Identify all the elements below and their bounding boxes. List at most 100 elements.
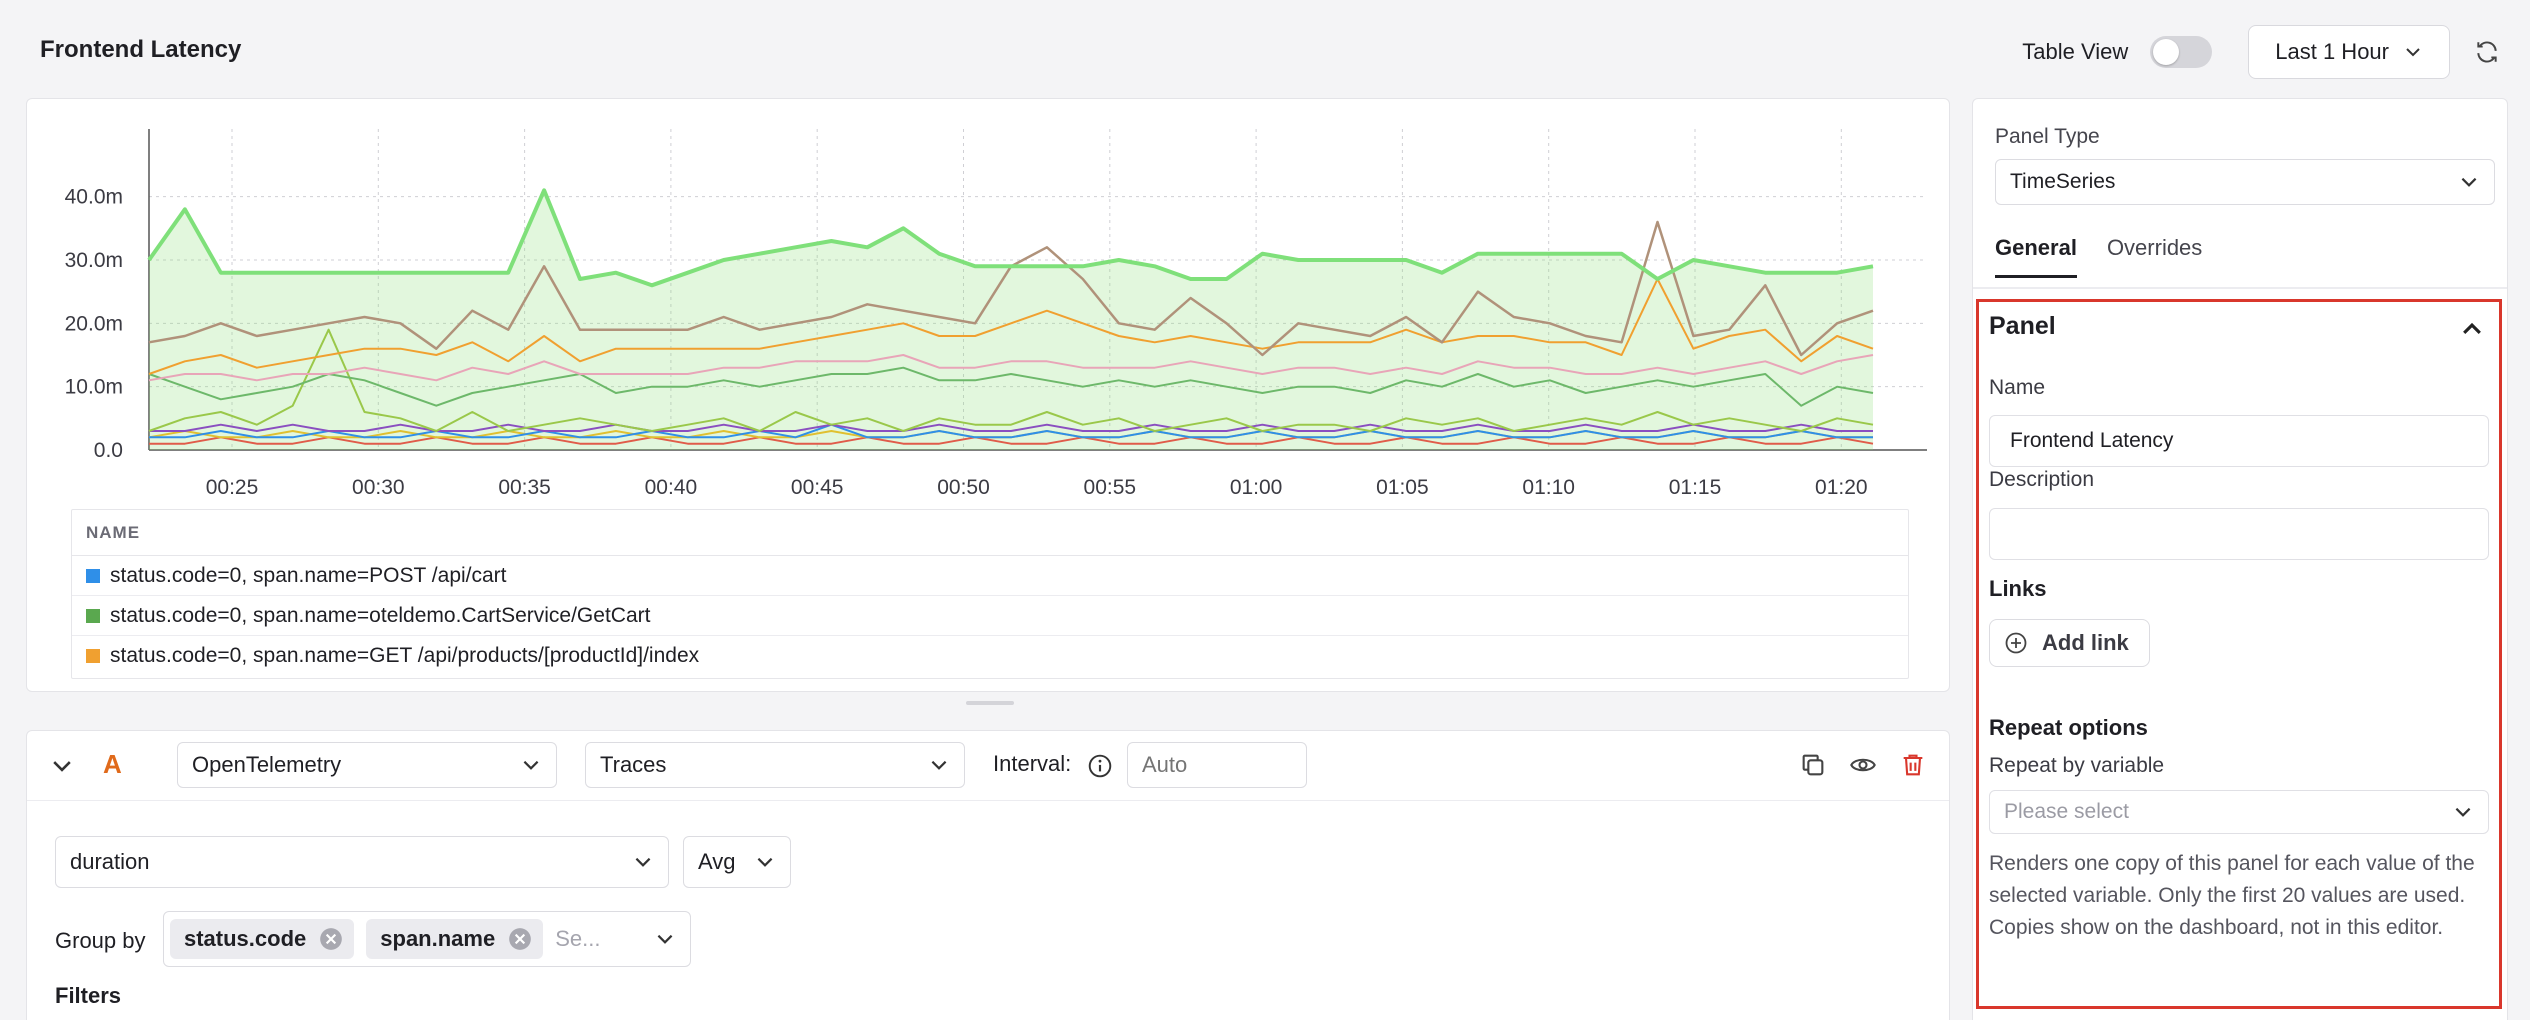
x-tick-label: 00:50 bbox=[937, 476, 990, 499]
field-select[interactable]: duration bbox=[55, 836, 669, 888]
repeat-options-title: Repeat options bbox=[1989, 715, 2148, 740]
copy-icon[interactable] bbox=[1799, 751, 1827, 779]
field-value: duration bbox=[70, 849, 150, 874]
x-tick-label: 01:15 bbox=[1669, 476, 1722, 499]
panel-section: Panel Name Frontend Latency Description … bbox=[1976, 299, 2502, 1009]
legend-label: status.code=0, span.name=POST /api/cart bbox=[110, 563, 507, 587]
legend-swatch bbox=[86, 568, 100, 583]
query-editor: A OpenTelemetry Traces Interval: duratio… bbox=[26, 730, 1950, 1020]
legend-swatch bbox=[86, 649, 100, 663]
tabs-divider bbox=[1973, 287, 2507, 289]
filters-label: Filters bbox=[55, 983, 122, 1008]
group-by-label: Group by bbox=[55, 928, 146, 953]
close-icon[interactable] bbox=[507, 926, 533, 952]
add-link-label: Add link bbox=[2042, 630, 2129, 655]
panel-type-value: TimeSeries bbox=[2010, 170, 2116, 193]
y-tick-label: 20.0m bbox=[65, 312, 123, 335]
query-header-row: A OpenTelemetry Traces Interval: bbox=[27, 731, 1949, 801]
resize-handle[interactable] bbox=[966, 701, 1014, 705]
y-tick-label: 40.0m bbox=[65, 186, 123, 209]
series-line bbox=[148, 366, 1874, 407]
x-tick-label: 01:05 bbox=[1376, 476, 1429, 499]
chevron-up-icon[interactable] bbox=[2459, 316, 2485, 342]
section-title: Panel bbox=[1989, 312, 2056, 340]
chevron-down-icon bbox=[657, 934, 673, 944]
add-link-button[interactable]: Add link bbox=[1989, 619, 2150, 667]
chart-legend: NAME status.code=0, span.name=POST /api/… bbox=[71, 509, 1909, 679]
y-tick-label: 10.0m bbox=[65, 376, 123, 399]
name-input[interactable]: Frontend Latency bbox=[1989, 415, 2489, 467]
query-letter: A bbox=[103, 749, 122, 779]
chevron-down-icon bbox=[2455, 807, 2471, 817]
repeat-variable-select[interactable]: Please select bbox=[1989, 790, 2489, 834]
plus-circle-icon bbox=[2005, 632, 2027, 654]
legend-label: status.code=0, span.name=GET /api/produc… bbox=[110, 644, 700, 667]
description-input[interactable] bbox=[1989, 508, 2489, 560]
series-line bbox=[147, 188, 1874, 288]
legend-header: NAME bbox=[72, 510, 1908, 556]
time-range-picker[interactable]: Last 1 Hour bbox=[2248, 25, 2450, 79]
trash-icon[interactable] bbox=[1899, 751, 1927, 779]
x-tick-label: 00:55 bbox=[1084, 476, 1137, 499]
tab-general[interactable]: General bbox=[1995, 235, 2077, 278]
chevron-down-icon bbox=[523, 760, 539, 770]
x-tick-label: 00:45 bbox=[791, 476, 844, 499]
legend-label: status.code=0, span.name=oteldemo.CartSe… bbox=[110, 603, 651, 627]
close-icon[interactable] bbox=[318, 926, 344, 952]
info-icon[interactable] bbox=[1087, 753, 1113, 779]
x-tick-label: 00:40 bbox=[645, 476, 698, 499]
chevron-down-icon[interactable] bbox=[49, 753, 75, 779]
group-by-select[interactable]: status.code span.name Se... bbox=[163, 911, 691, 967]
x-tick-label: 01:10 bbox=[1522, 476, 1575, 499]
x-tick-label: 01:00 bbox=[1230, 476, 1283, 499]
chart-panel: 00:25 00:30 00:35 00:40 00:45 00:50 00:55 01:00… bbox=[26, 98, 1950, 692]
toggle-knob bbox=[2153, 39, 2180, 65]
chevron-down-icon bbox=[2406, 48, 2420, 57]
panel-type-label: Panel Type bbox=[1995, 125, 2100, 148]
series-area bbox=[149, 190, 1873, 451]
eye-icon[interactable] bbox=[1849, 751, 1877, 779]
x-tick-label: 00:25 bbox=[206, 476, 259, 499]
x-tick-label: 01:20 bbox=[1815, 476, 1868, 499]
table-view-toggle[interactable] bbox=[2150, 36, 2213, 68]
datasource-select[interactable]: OpenTelemetry bbox=[177, 742, 557, 788]
legend-item[interactable]: status.code=0, span.name=oteldemo.CartSe… bbox=[72, 596, 1908, 636]
page-title: Frontend Latency bbox=[40, 36, 242, 63]
group-by-placeholder: Se... bbox=[555, 926, 601, 951]
y-tick-label: 30.0m bbox=[65, 249, 123, 272]
refresh-icon[interactable] bbox=[2474, 39, 2500, 65]
series-line bbox=[148, 328, 1874, 432]
tag-label: span.name bbox=[380, 926, 496, 951]
group-by-tag: status.code bbox=[170, 919, 355, 959]
signal-value: Traces bbox=[600, 752, 667, 777]
repeat-help-text: Renders one copy of this panel for each … bbox=[1989, 852, 2475, 939]
repeat-placeholder: Please select bbox=[2004, 800, 2129, 823]
interval-input[interactable] bbox=[1127, 742, 1307, 788]
latency-chart: 00:25 00:30 00:35 00:40 00:45 00:50 00:55 01:00… bbox=[65, 129, 1927, 499]
description-label: Description bbox=[1989, 468, 2095, 491]
x-tick-label: 00:30 bbox=[352, 476, 405, 499]
x-tick-label: 00:35 bbox=[498, 476, 551, 499]
chevron-down-icon bbox=[931, 760, 947, 770]
query-actions bbox=[1799, 751, 1927, 779]
tab-overrides[interactable]: Overrides bbox=[2106, 235, 2203, 260]
signal-select[interactable]: Traces bbox=[585, 742, 965, 788]
datasource-value: OpenTelemetry bbox=[192, 752, 342, 777]
legend-item[interactable]: status.code=0, span.name=GET /api/produc… bbox=[72, 636, 1908, 676]
chevron-down-icon bbox=[2461, 177, 2477, 187]
y-tick-label: 0.0 bbox=[94, 439, 123, 462]
group-by-tag: span.name bbox=[366, 919, 544, 959]
chevron-down-icon bbox=[757, 857, 773, 867]
panel-settings-sidebar: Panel Type TimeSeries General Overrides … bbox=[1972, 98, 2508, 1020]
aggregation-select[interactable]: Avg bbox=[683, 836, 791, 888]
aggregation-value: Avg bbox=[698, 849, 736, 874]
settings-tabs: General Overrides bbox=[1995, 235, 2202, 278]
interval-label: Interval: bbox=[993, 751, 1072, 776]
panel-type-select[interactable]: TimeSeries bbox=[1995, 159, 2495, 205]
time-range-value: Last 1 Hour bbox=[2275, 39, 2389, 64]
legend-item[interactable]: status.code=0, span.name=POST /api/cart bbox=[72, 556, 1908, 596]
links-title: Links bbox=[1989, 576, 2047, 601]
tag-label: status.code bbox=[184, 926, 307, 951]
legend-swatch bbox=[86, 608, 100, 623]
series-line bbox=[148, 354, 1874, 382]
